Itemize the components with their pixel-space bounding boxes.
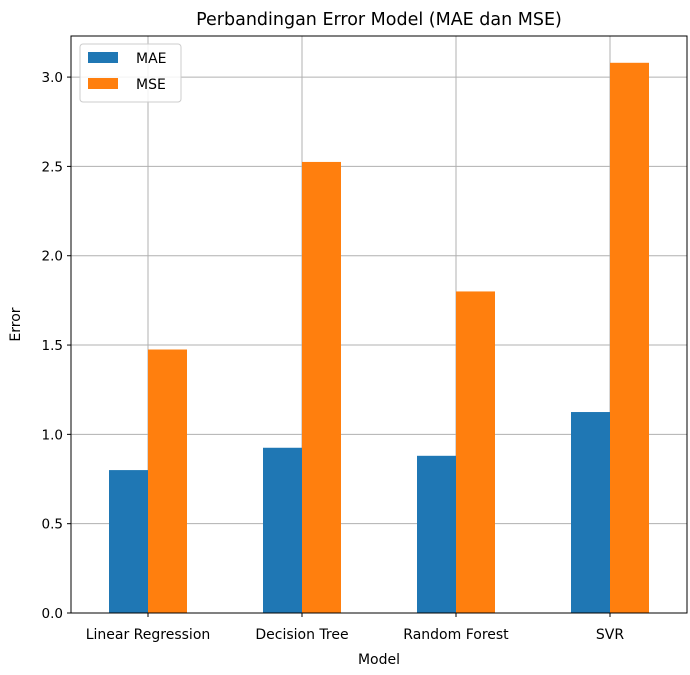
ticks-layer: 0.0 0.5 1.0 1.5 2.0 2.5 3.0 Linear Regression De… xyxy=(42,70,625,643)
bar-mse xyxy=(456,291,495,613)
x-tick-label: Random Forest xyxy=(403,627,509,643)
bar-mse xyxy=(610,62,649,614)
x-tick-label: Linear Regression xyxy=(86,627,211,643)
legend: MAE MSE xyxy=(79,43,182,103)
y-tick-label: 2.5 xyxy=(42,159,63,175)
bar-mae xyxy=(417,455,456,613)
y-tick-label: 0.0 xyxy=(42,606,63,622)
legend-swatch-mae xyxy=(88,52,118,63)
bar-mae xyxy=(263,447,302,613)
legend-label-mse: MSE xyxy=(136,77,166,93)
y-tick-label: 1.0 xyxy=(42,427,63,443)
bar-mse xyxy=(148,349,187,613)
legend-swatch-mse xyxy=(88,78,118,89)
y-tick-label: 1.5 xyxy=(42,338,63,354)
x-axis-label: Model xyxy=(358,652,400,668)
y-tick-label: 2.0 xyxy=(42,249,63,265)
y-tick-label: 3.0 xyxy=(42,70,63,86)
y-axis-label: Error xyxy=(8,307,24,341)
x-tick-label: SVR xyxy=(596,627,624,643)
y-tick-label: 0.5 xyxy=(42,517,63,533)
x-tick-label: Decision Tree xyxy=(255,627,348,643)
bar-mse xyxy=(302,161,341,613)
chart-title: Perbandingan Error Model (MAE dan MSE) xyxy=(196,10,562,30)
legend-label-mae: MAE xyxy=(136,51,167,67)
bar-mae xyxy=(571,412,610,613)
bars-layer xyxy=(109,62,649,614)
axes-frame xyxy=(70,35,688,614)
bar-mae xyxy=(109,470,148,613)
